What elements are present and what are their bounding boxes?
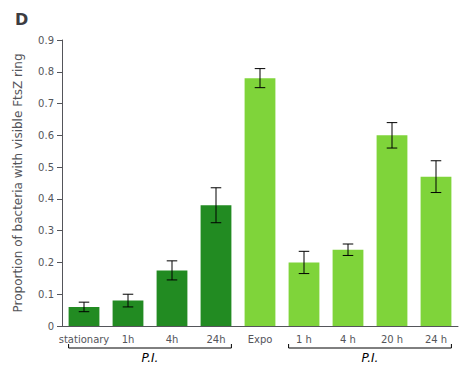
svg-text:24h: 24h (206, 334, 225, 345)
svg-text:1 h: 1 h (296, 334, 312, 345)
svg-text:0.2: 0.2 (38, 257, 54, 268)
svg-text:0.4: 0.4 (38, 193, 54, 204)
svg-text:P.I.: P.I. (362, 351, 379, 365)
svg-text:D: D (15, 10, 28, 29)
svg-text:0.5: 0.5 (38, 162, 54, 173)
svg-text:Expo: Expo (248, 334, 273, 345)
svg-text:0.6: 0.6 (38, 130, 54, 141)
svg-text:0.7: 0.7 (38, 98, 54, 109)
svg-text:stationary: stationary (59, 334, 110, 345)
svg-text:4 h: 4 h (340, 334, 356, 345)
svg-text:Proportion of bacteria with vi: Proportion of bacteria with visible FtsZ… (11, 53, 25, 312)
svg-text:0.8: 0.8 (38, 66, 54, 77)
svg-text:0: 0 (48, 321, 54, 332)
svg-text:20 h: 20 h (381, 334, 403, 345)
svg-text:0.3: 0.3 (38, 225, 54, 236)
svg-text:1h: 1h (122, 334, 135, 345)
svg-text:24 h: 24 h (425, 334, 447, 345)
svg-text:P.I.: P.I. (142, 351, 159, 365)
svg-text:4h: 4h (166, 334, 179, 345)
svg-text:0.9: 0.9 (38, 35, 54, 46)
svg-text:0.1: 0.1 (38, 289, 54, 300)
